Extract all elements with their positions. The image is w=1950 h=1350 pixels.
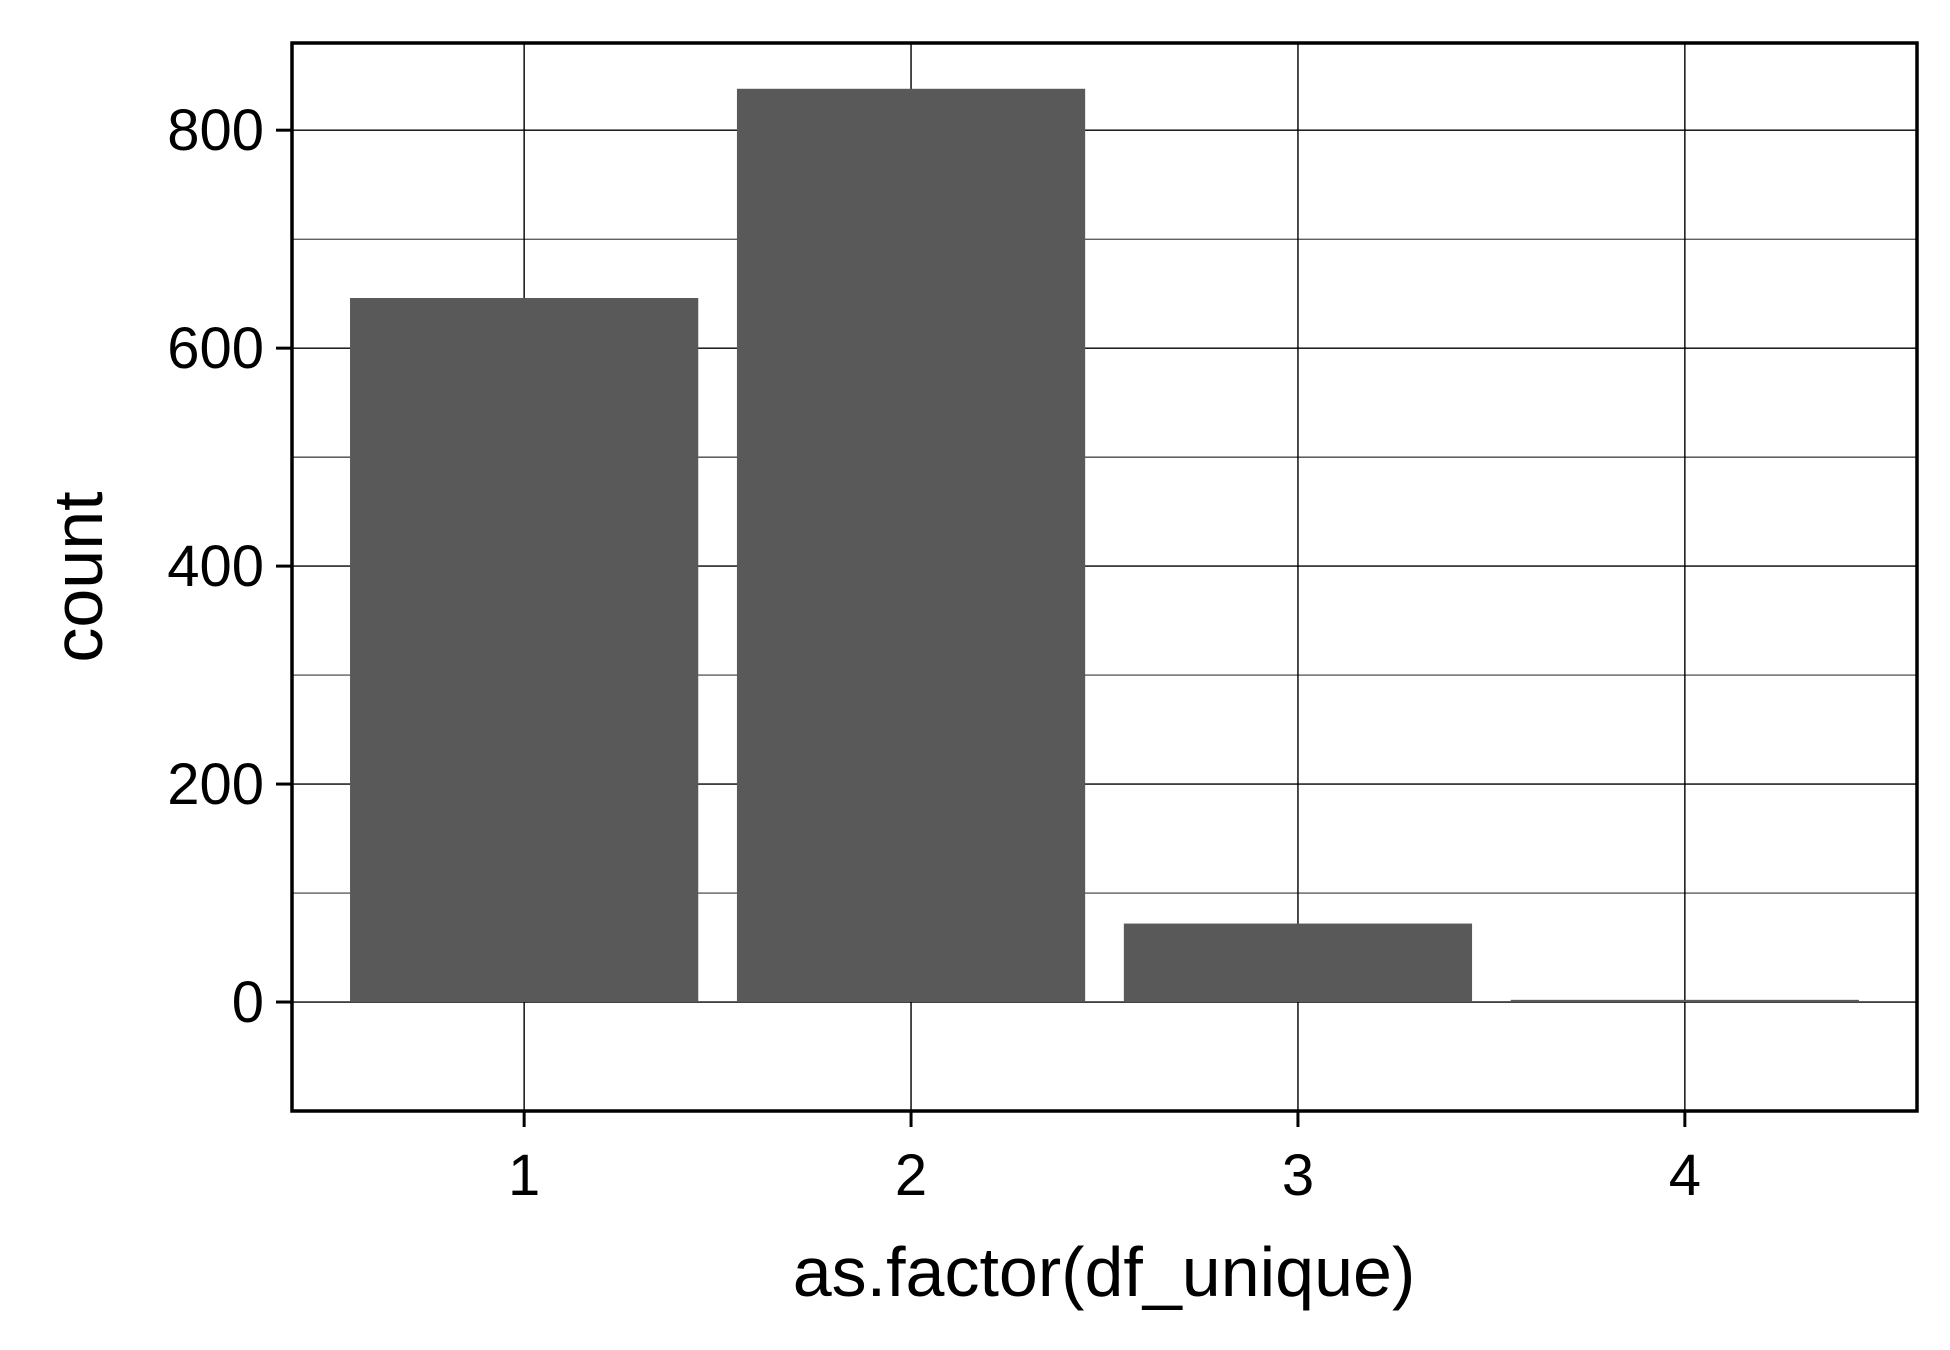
bar-3 xyxy=(1123,923,1473,1003)
y-axis: 0 200 400 600 800 xyxy=(167,98,292,1035)
y-tick-label: 400 xyxy=(167,534,264,599)
bar-2 xyxy=(736,88,1086,1003)
y-tick-label: 0 xyxy=(232,970,264,1035)
x-tick-label: 1 xyxy=(508,1143,540,1208)
x-tick-label: 2 xyxy=(895,1143,927,1208)
x-tick-label: 3 xyxy=(1282,1143,1314,1208)
y-tick-label: 600 xyxy=(167,316,264,381)
y-tick-label: 800 xyxy=(167,98,264,163)
y-axis-title: count xyxy=(39,491,117,662)
bars xyxy=(350,88,1859,1003)
x-axis-title: as.factor(df_unique) xyxy=(793,1233,1416,1311)
bar-1 xyxy=(350,298,699,1003)
x-axis: 1 2 3 4 xyxy=(508,1111,1701,1208)
x-tick-label: 4 xyxy=(1669,1143,1701,1208)
y-tick-label: 200 xyxy=(167,752,264,817)
bar-4 xyxy=(1510,999,1859,1003)
plot-panel-border xyxy=(290,41,1919,1113)
